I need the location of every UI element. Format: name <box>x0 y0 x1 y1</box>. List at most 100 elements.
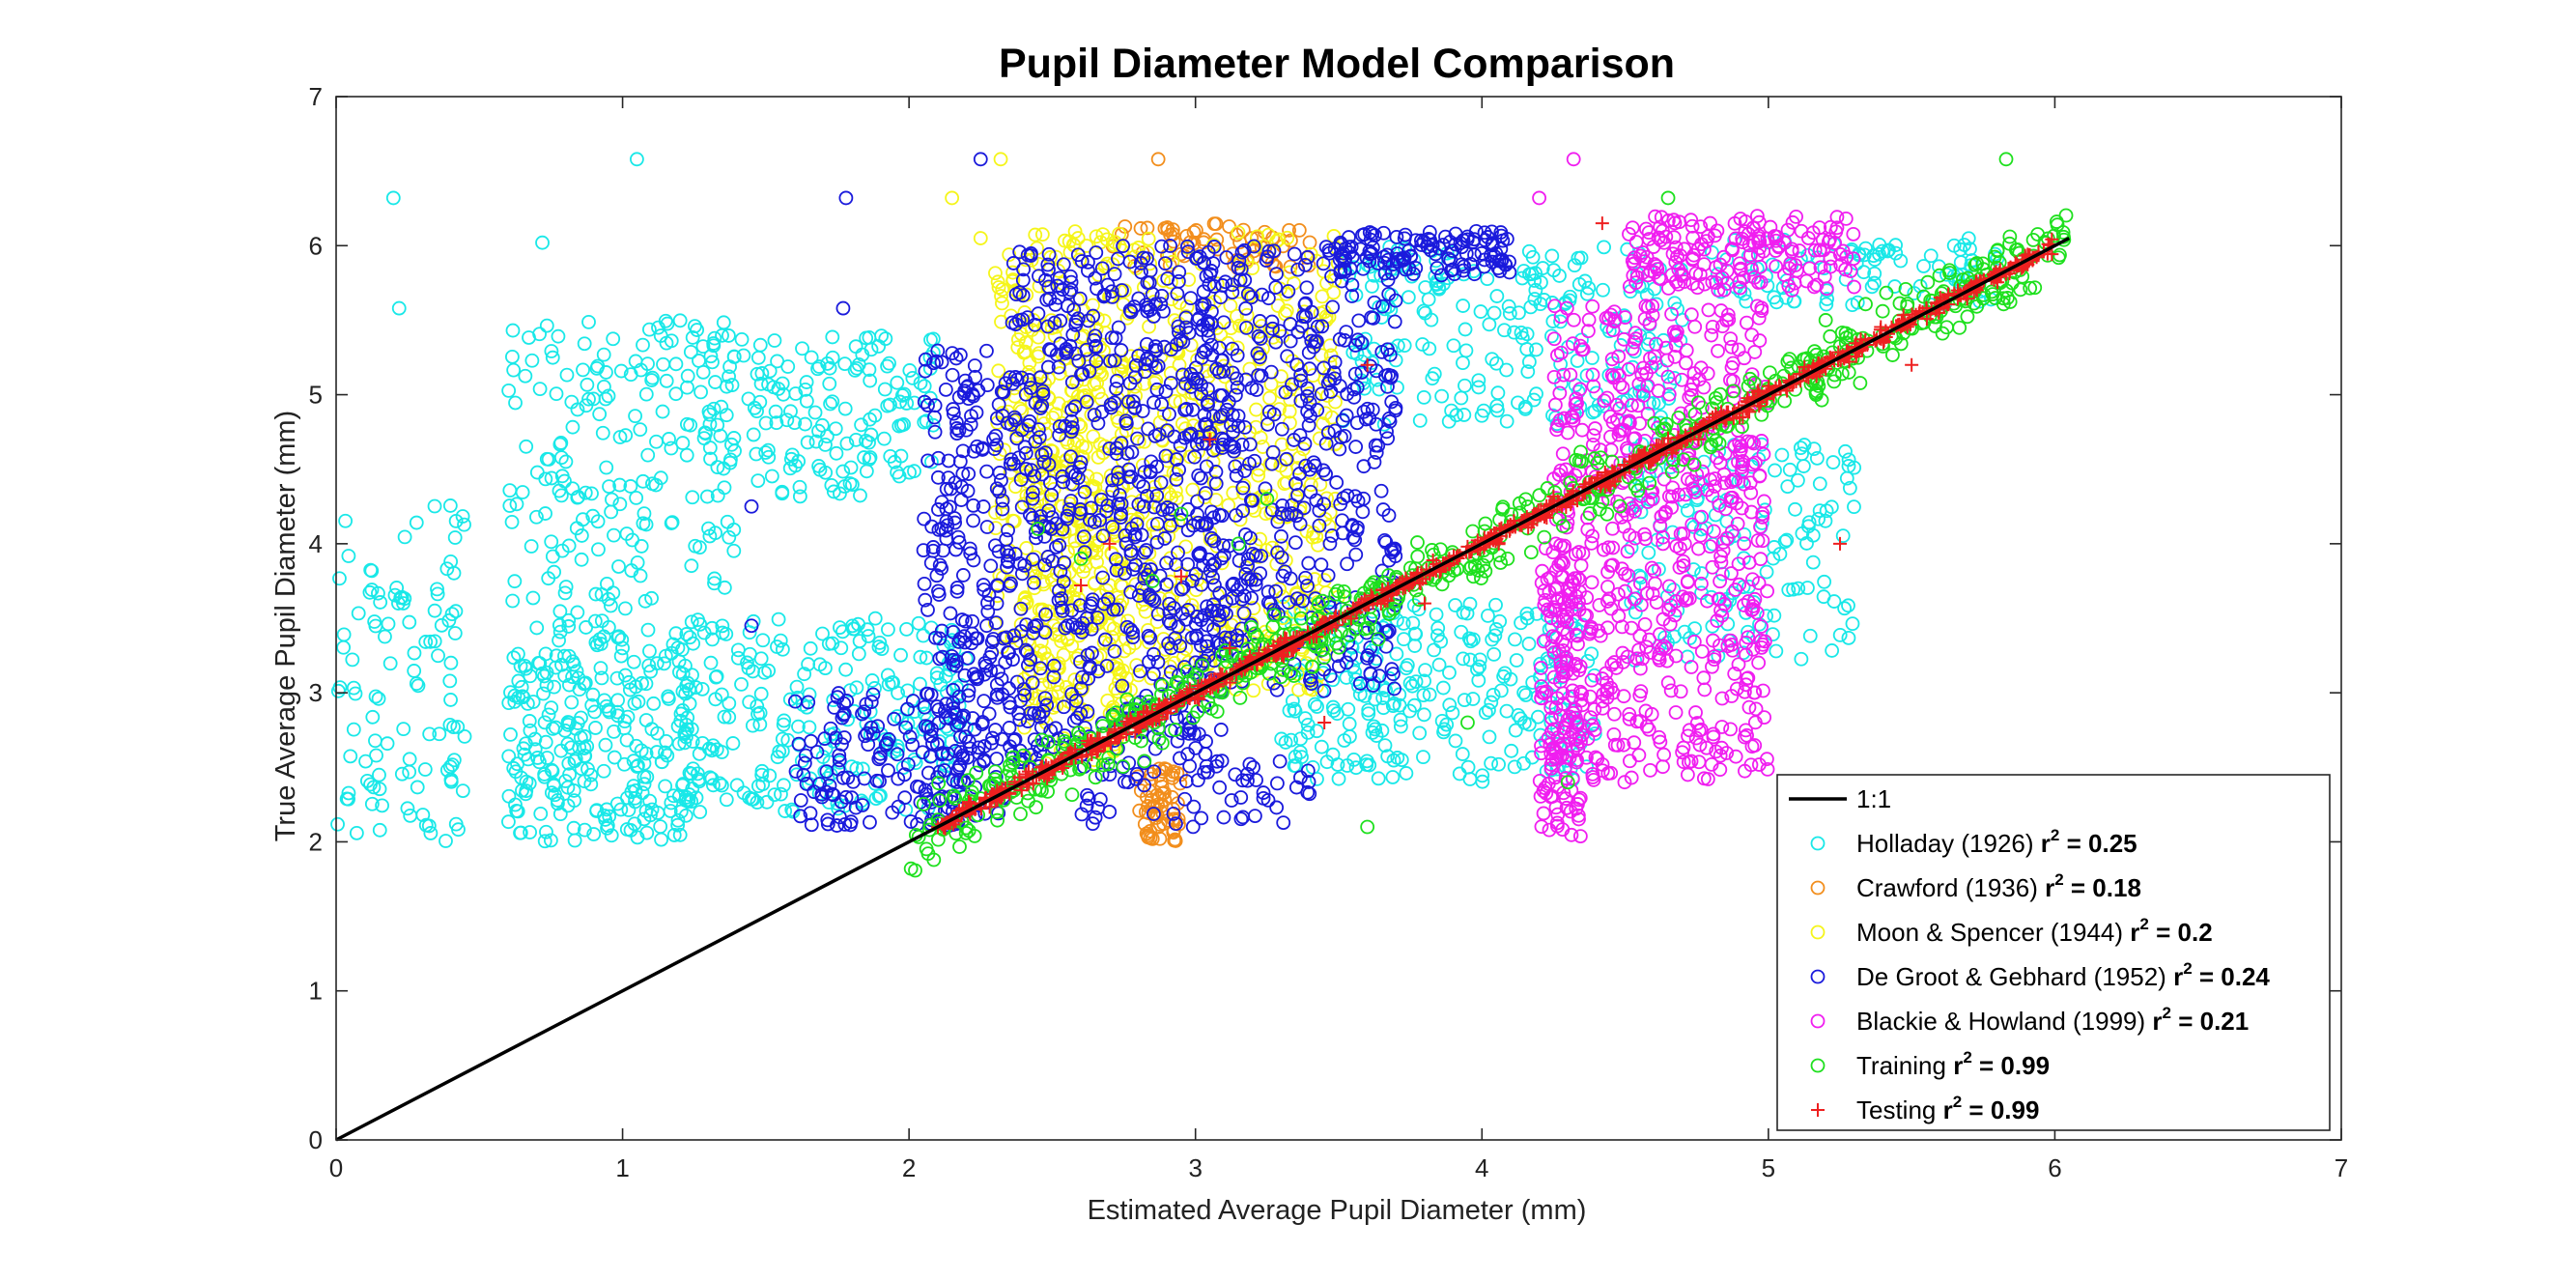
data-point <box>549 386 564 402</box>
data-point <box>1487 628 1503 643</box>
data-point <box>602 479 616 495</box>
data-point <box>658 745 672 760</box>
data-point <box>707 571 722 586</box>
data-point <box>1309 724 1324 739</box>
data-point <box>1640 337 1656 353</box>
data-point <box>558 580 574 594</box>
data-point <box>680 722 694 737</box>
data-point <box>1888 245 1904 261</box>
data-point <box>1514 270 1530 286</box>
data-point <box>1434 388 1450 404</box>
data-point <box>1838 443 1853 459</box>
data-point <box>583 767 599 782</box>
data-point <box>775 641 790 657</box>
data-point <box>654 754 669 770</box>
data-point <box>864 673 880 688</box>
data-point <box>589 360 605 376</box>
data-point <box>1368 692 1383 707</box>
data-point <box>878 331 893 347</box>
data-point <box>707 330 722 346</box>
data-point <box>1416 389 1431 405</box>
data-point <box>1768 463 1782 478</box>
data-point <box>828 421 843 437</box>
data-point <box>722 696 737 711</box>
data-point <box>717 580 732 595</box>
data-point <box>754 366 770 381</box>
data-point <box>541 571 556 586</box>
data-point <box>527 742 543 757</box>
data-point <box>1435 680 1451 696</box>
data-point <box>1421 292 1436 307</box>
data-point <box>720 514 735 529</box>
data-point <box>557 585 573 601</box>
data-point <box>1416 303 1431 319</box>
data-point <box>706 338 722 354</box>
data-point <box>423 634 439 649</box>
data-point <box>628 782 643 798</box>
data-point <box>705 632 720 647</box>
data-point <box>661 689 676 704</box>
data-point <box>1400 658 1415 672</box>
data-point <box>729 778 745 793</box>
data-point <box>859 464 874 479</box>
data-point <box>609 796 625 811</box>
data-point <box>538 506 552 521</box>
data-point <box>602 809 617 824</box>
data-point <box>1519 606 1535 621</box>
data-point <box>1310 699 1324 714</box>
data-point <box>501 383 517 398</box>
data-point <box>899 396 915 411</box>
data-point <box>525 590 541 606</box>
data-point <box>1416 688 1431 703</box>
data-point <box>394 766 410 782</box>
data-point <box>448 604 464 619</box>
data-point <box>583 777 599 792</box>
data-point <box>1516 264 1532 278</box>
data-point <box>919 413 934 429</box>
data-point <box>602 704 617 720</box>
data-point <box>1462 652 1478 668</box>
data-point <box>702 407 718 422</box>
data-point <box>1797 438 1812 452</box>
data-point <box>656 356 670 372</box>
data-point <box>1704 589 1719 605</box>
data-point <box>1337 733 1352 748</box>
data-point <box>629 490 644 505</box>
data-point <box>577 336 592 352</box>
data-point <box>506 760 522 776</box>
data-point <box>734 676 749 692</box>
data-point <box>1418 663 1432 678</box>
data-point <box>1781 583 1797 598</box>
data-point <box>929 666 945 681</box>
data-point <box>1394 753 1409 767</box>
plot-area <box>330 152 2074 1142</box>
data-point <box>902 363 918 378</box>
data-point <box>1841 598 1855 613</box>
data-point <box>641 658 657 673</box>
data-point <box>1782 462 1798 477</box>
data-point <box>1841 452 1856 468</box>
data-point <box>501 749 517 764</box>
data-point <box>702 441 718 455</box>
data-point <box>1501 299 1516 314</box>
data-point <box>1584 351 1599 365</box>
data-point <box>339 791 354 807</box>
data-point <box>1531 709 1545 725</box>
data-point <box>752 717 768 732</box>
data-point <box>1544 248 1560 264</box>
data-point <box>1499 413 1514 429</box>
data-point <box>387 587 403 603</box>
data-point <box>1396 615 1411 631</box>
data-point <box>570 605 585 620</box>
data-point <box>537 769 552 784</box>
data-point <box>1442 697 1458 713</box>
data-point <box>1361 706 1376 722</box>
data-point <box>722 359 737 375</box>
data-point <box>1514 325 1529 340</box>
data-point <box>524 353 540 368</box>
data-point <box>734 332 750 347</box>
data-point <box>1512 305 1526 321</box>
data-point <box>1553 356 1569 372</box>
data-point <box>564 695 580 710</box>
data-point <box>1465 692 1481 706</box>
